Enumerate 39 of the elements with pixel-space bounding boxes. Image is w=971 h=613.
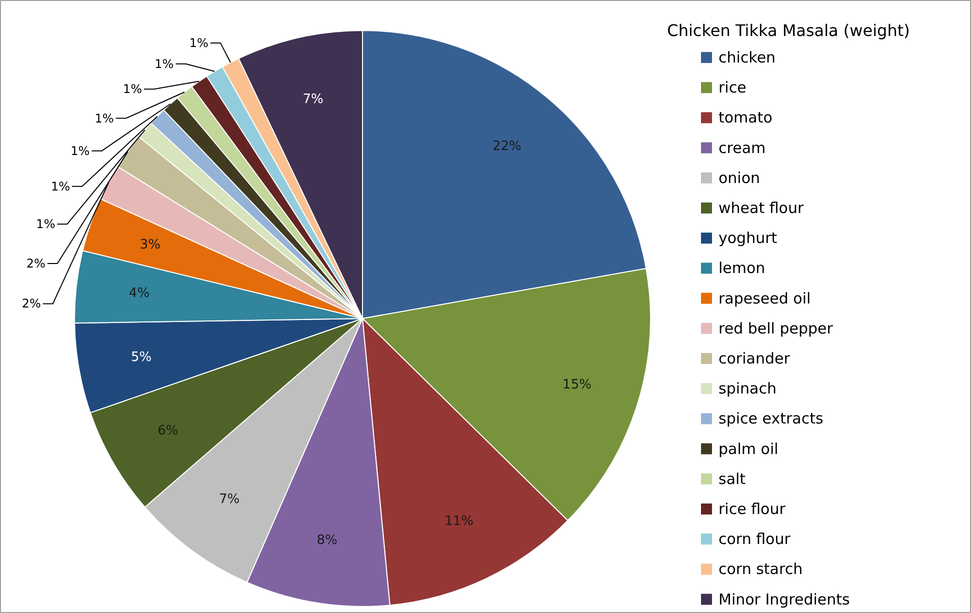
legend-label: rice xyxy=(718,78,746,97)
legend-label: wheat flour xyxy=(718,199,804,217)
legend-label: spinach xyxy=(718,380,776,398)
data-label: 22% xyxy=(492,138,522,154)
legend-label: rapeseed oil xyxy=(718,289,811,308)
legend-label: rice flour xyxy=(718,500,786,518)
data-label: 2% xyxy=(26,256,46,270)
data-label: 5% xyxy=(130,350,152,366)
data-label: 1% xyxy=(36,217,56,232)
data-label: 1% xyxy=(122,82,142,96)
data-label: 1% xyxy=(94,111,114,126)
legend-label: palm oil xyxy=(718,440,778,458)
data-label: 15% xyxy=(562,378,592,393)
legend-label: yoghurt xyxy=(718,229,778,248)
data-label: 4% xyxy=(128,286,150,302)
legend-label: coriander xyxy=(718,350,791,368)
data-label: 1% xyxy=(189,36,208,50)
data-label: 6% xyxy=(158,423,178,438)
legend-label: cream xyxy=(718,138,766,157)
legend-label: spice extracts xyxy=(718,410,824,428)
data-label: 2% xyxy=(22,296,41,311)
legend-label: tomato xyxy=(718,108,772,127)
legend-label: red bell pepper xyxy=(718,319,834,338)
legend-label: corn flour xyxy=(718,530,792,548)
data-label: 1% xyxy=(51,179,70,194)
data-label: 1% xyxy=(70,144,90,158)
data-label: 8% xyxy=(316,532,338,548)
data-label: 7% xyxy=(302,92,324,107)
data-label: 3% xyxy=(140,238,161,253)
legend-label: corn starch xyxy=(718,560,803,578)
legend-label: chicken xyxy=(718,48,776,66)
legend-label: Minor Ingredients xyxy=(718,590,850,608)
data-label: 1% xyxy=(154,56,174,71)
data-label: 11% xyxy=(444,514,474,529)
legend-label: salt xyxy=(718,470,746,488)
legend-label: lemon xyxy=(718,259,766,278)
chart-title: Chicken Tikka Masala (weight) xyxy=(667,21,910,40)
data-label: 7% xyxy=(218,492,240,507)
legend-label: onion xyxy=(718,168,760,187)
